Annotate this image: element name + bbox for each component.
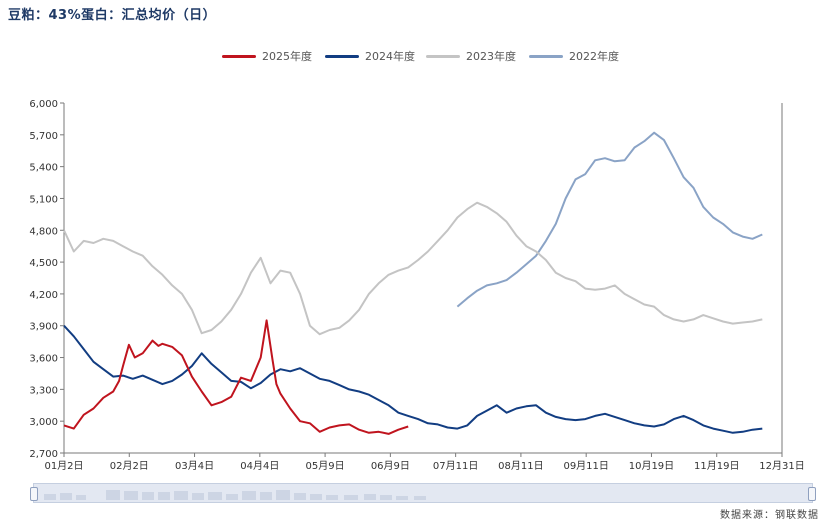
y-tick-label: 3,000 [29,417,58,428]
x-tick-label: 05月9日 [306,460,345,472]
legend-swatch-2024 [325,54,359,58]
slider-handle-left[interactable] [30,487,38,501]
y-tick-label: 3,900 [29,322,58,333]
y-tick-label: 3,300 [29,385,58,396]
y-tick-label: 4,200 [29,290,58,301]
legend-item-2025[interactable]: 2025年度 [222,48,312,64]
legend-item-2023[interactable]: 2023年度 [426,48,516,64]
y-tick-label: 5,400 [29,163,58,174]
legend-swatch-2025 [222,54,256,58]
legend-label-2023: 2023年度 [466,50,516,63]
data-source: 数据来源：钢联数据 [720,510,819,521]
x-tick-label: 04月4日 [240,460,279,472]
y-tick-label: 6,000 [29,99,58,110]
x-tick-label: 02月2日 [110,460,149,472]
x-tick-label: 08月11日 [498,460,543,472]
legend-label-2022: 2022年度 [569,50,619,63]
y-tick-label: 5,700 [29,131,58,142]
legend: 2025年度 2024年度 2023年度 2022年度 [0,48,831,64]
y-tick-label: 5,100 [29,194,58,205]
series-line-2024年度 [63,325,763,434]
y-tick-label: 4,500 [29,258,58,269]
series-line-2025年度 [63,319,409,435]
legend-item-2024[interactable]: 2024年度 [325,48,415,64]
data-zoom-slider[interactable] [30,483,816,503]
legend-item-2022[interactable]: 2022年度 [529,48,619,64]
slider-preview [44,490,426,500]
line-chart: 2,700 3,000 3,300 3,600 3,900 4,200 4,500 4,800… [29,99,804,472]
x-tick-label: 10月19日 [629,460,674,472]
y-tick-label: 3,600 [29,354,58,365]
y-tick-label: 2,700 [29,449,58,460]
x-tick-label: 07月11日 [433,460,478,472]
slider-handle-right[interactable] [808,487,816,501]
chart-title: 豆粕：43%蛋白：汇总均价（日） [8,8,217,23]
x-tick-label: 06月9日 [371,460,410,472]
x-tick-label: 12月31日 [759,460,804,472]
legend-label-2024: 2024年度 [365,50,415,63]
x-tick-label: 09月11日 [563,460,608,472]
series-line-2022年度 [456,131,763,308]
series-line-2023年度 [63,201,763,336]
x-tick-label: 03月4日 [175,460,214,472]
x-tick-label: 11月19日 [694,460,739,472]
legend-label-2025: 2025年度 [262,50,312,63]
legend-swatch-2022 [529,54,563,58]
y-tick-label: 4,800 [29,226,58,237]
legend-swatch-2023 [426,54,460,58]
x-tick-label: 01月2日 [44,460,83,472]
